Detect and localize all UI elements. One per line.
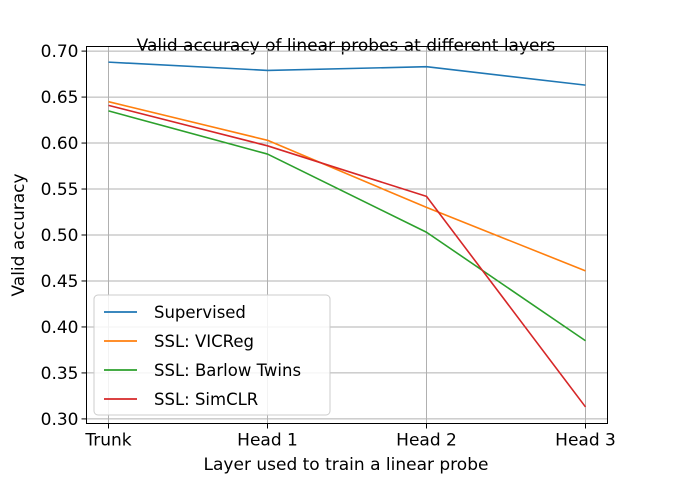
y-tick-label: 0.55	[41, 180, 79, 200]
x-ticks: Trunk Head 1 Head 2 Head 3	[84, 423, 616, 451]
y-axis-label: Valid accuracy	[9, 173, 29, 296]
series-line	[108, 104, 587, 408]
x-tick-label: Head 2	[396, 431, 457, 451]
y-tick-label: 0.50	[41, 226, 79, 246]
series-lines	[108, 61, 587, 408]
legend-label: SSL: VICReg	[154, 332, 254, 351]
y-tick-label: 0.65	[41, 88, 79, 108]
series-line	[108, 100, 586, 272]
y-tick-label: 0.40	[41, 318, 79, 338]
y-tick-label: 0.30	[41, 410, 79, 430]
y-tick-label: 0.35	[41, 364, 79, 384]
y-ticks: 0.30 0.35 0.40 0.45 0.50 0.55 0.60 0.65 0.70	[41, 42, 87, 430]
legend-box	[93, 294, 331, 416]
legend-label: Supervised	[154, 303, 246, 322]
x-tick-label: Head 1	[237, 431, 298, 451]
y-tick-label: 0.60	[41, 134, 79, 154]
x-tick-label: Trunk	[84, 431, 131, 451]
legend: Supervised SSL: VICReg SSL: Barlow Twins SS…	[93, 294, 331, 416]
legend-label: SSL: Barlow Twins	[154, 361, 301, 380]
y-tick-label: 0.45	[41, 272, 79, 292]
legend-entries: Supervised SSL: VICReg SSL: Barlow Twins SS…	[104, 303, 301, 409]
grid-lines	[86, 46, 608, 424]
series-line	[108, 110, 586, 342]
x-axis-label: Layer used to train a linear probe	[204, 455, 489, 475]
x-tick-label: Head 3	[555, 431, 616, 451]
series-line	[108, 61, 586, 86]
y-tick-label: 0.70	[41, 42, 79, 62]
legend-label: SSL: SimCLR	[154, 390, 258, 409]
